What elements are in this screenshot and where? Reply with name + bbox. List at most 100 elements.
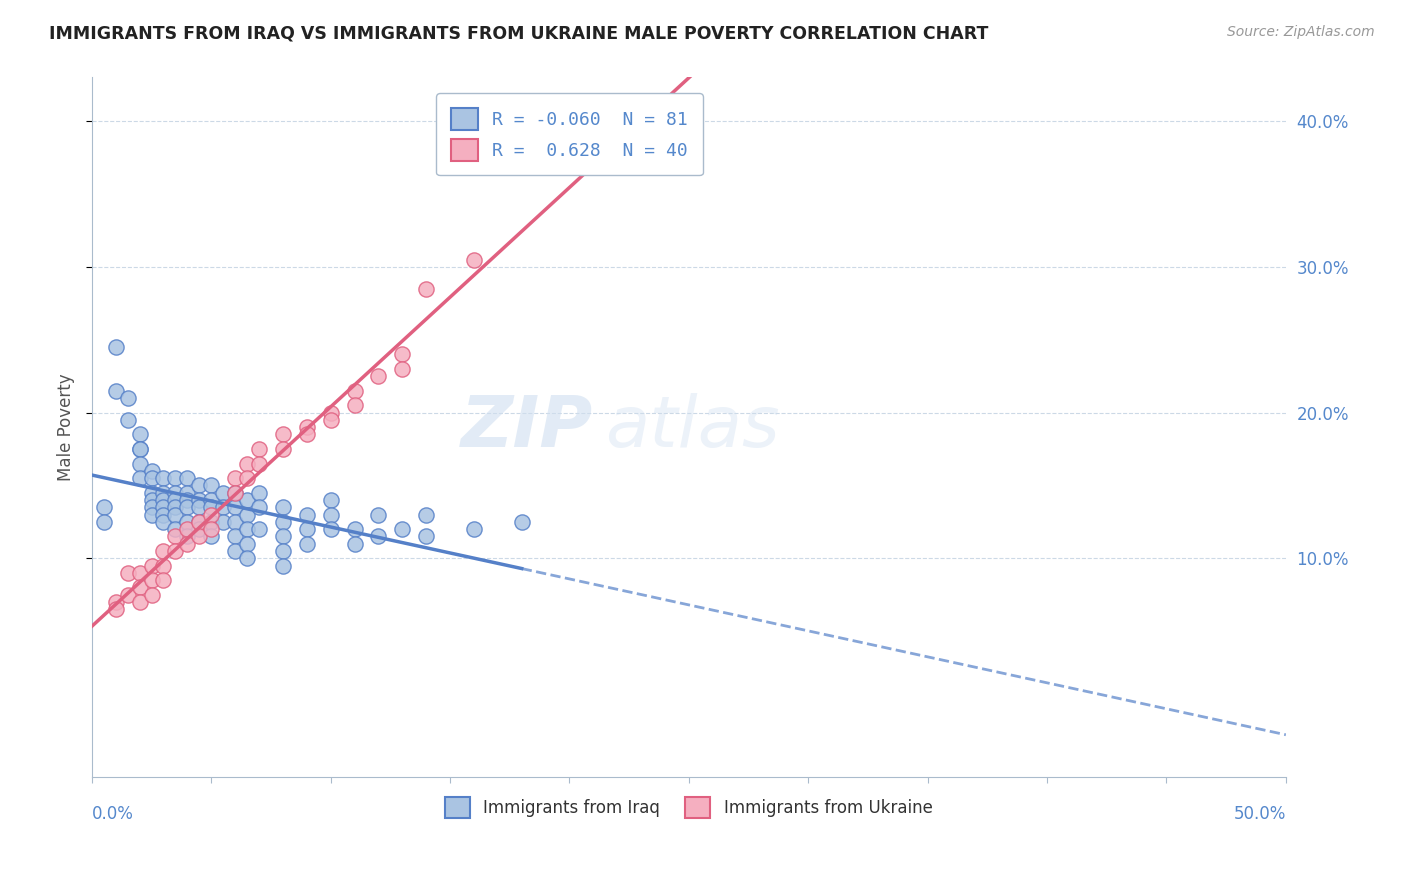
Point — [343, 522, 366, 536]
Point — [415, 529, 437, 543]
Point — [141, 558, 163, 573]
Point — [212, 515, 235, 529]
Point — [165, 522, 187, 536]
Text: IMMIGRANTS FROM IRAQ VS IMMIGRANTS FROM UKRAINE MALE POVERTY CORRELATION CHART: IMMIGRANTS FROM IRAQ VS IMMIGRANTS FROM … — [49, 25, 988, 43]
Point — [188, 515, 211, 529]
Point — [104, 595, 127, 609]
Point — [236, 493, 259, 508]
Point — [391, 522, 413, 536]
Point — [236, 471, 259, 485]
Point — [188, 515, 211, 529]
Point — [236, 537, 259, 551]
Point — [271, 442, 294, 456]
Point — [152, 508, 174, 522]
Legend: Immigrants from Iraq, Immigrants from Ukraine: Immigrants from Iraq, Immigrants from Uk… — [439, 791, 939, 824]
Point — [128, 427, 150, 442]
Point — [117, 391, 139, 405]
Point — [176, 522, 198, 536]
Point — [117, 413, 139, 427]
Point — [128, 595, 150, 609]
Point — [165, 471, 187, 485]
Point — [415, 508, 437, 522]
Point — [295, 420, 318, 434]
Point — [141, 485, 163, 500]
Point — [236, 551, 259, 566]
Point — [176, 529, 198, 543]
Point — [128, 581, 150, 595]
Point — [271, 529, 294, 543]
Point — [224, 485, 246, 500]
Point — [271, 500, 294, 515]
Point — [463, 522, 485, 536]
Point — [367, 529, 389, 543]
Point — [319, 493, 342, 508]
Text: 50.0%: 50.0% — [1233, 805, 1286, 822]
Point — [152, 500, 174, 515]
Point — [128, 471, 150, 485]
Point — [165, 544, 187, 558]
Point — [224, 529, 246, 543]
Point — [224, 471, 246, 485]
Point — [343, 398, 366, 412]
Point — [141, 464, 163, 478]
Text: Source: ZipAtlas.com: Source: ZipAtlas.com — [1227, 25, 1375, 39]
Point — [165, 500, 187, 515]
Point — [295, 508, 318, 522]
Point — [176, 485, 198, 500]
Point — [212, 485, 235, 500]
Point — [176, 493, 198, 508]
Point — [224, 544, 246, 558]
Point — [463, 252, 485, 267]
Point — [236, 522, 259, 536]
Point — [295, 427, 318, 442]
Point — [271, 515, 294, 529]
Point — [367, 369, 389, 384]
Text: ZIP: ZIP — [461, 392, 593, 462]
Point — [391, 347, 413, 361]
Point — [295, 537, 318, 551]
Point — [510, 515, 533, 529]
Point — [152, 471, 174, 485]
Point — [247, 442, 270, 456]
Point — [247, 522, 270, 536]
Point — [165, 529, 187, 543]
Point — [128, 457, 150, 471]
Point — [415, 282, 437, 296]
Point — [165, 485, 187, 500]
Text: 0.0%: 0.0% — [91, 805, 134, 822]
Point — [188, 522, 211, 536]
Point — [141, 573, 163, 587]
Point — [271, 544, 294, 558]
Point — [200, 529, 222, 543]
Point — [104, 340, 127, 354]
Point — [152, 493, 174, 508]
Point — [247, 457, 270, 471]
Point — [141, 588, 163, 602]
Point — [165, 508, 187, 522]
Point — [224, 500, 246, 515]
Text: atlas: atlas — [606, 392, 780, 462]
Point — [319, 508, 342, 522]
Point — [152, 485, 174, 500]
Point — [104, 602, 127, 616]
Point — [200, 515, 222, 529]
Point — [117, 566, 139, 580]
Point — [176, 471, 198, 485]
Point — [128, 442, 150, 456]
Point — [128, 442, 150, 456]
Point — [141, 471, 163, 485]
Point — [319, 413, 342, 427]
Point — [128, 566, 150, 580]
Point — [141, 508, 163, 522]
Point — [200, 508, 222, 522]
Point — [117, 588, 139, 602]
Point — [176, 537, 198, 551]
Point — [236, 457, 259, 471]
Point — [152, 544, 174, 558]
Point — [343, 384, 366, 398]
Point — [247, 500, 270, 515]
Point — [247, 485, 270, 500]
Point — [319, 406, 342, 420]
Point — [152, 558, 174, 573]
Point — [176, 515, 198, 529]
